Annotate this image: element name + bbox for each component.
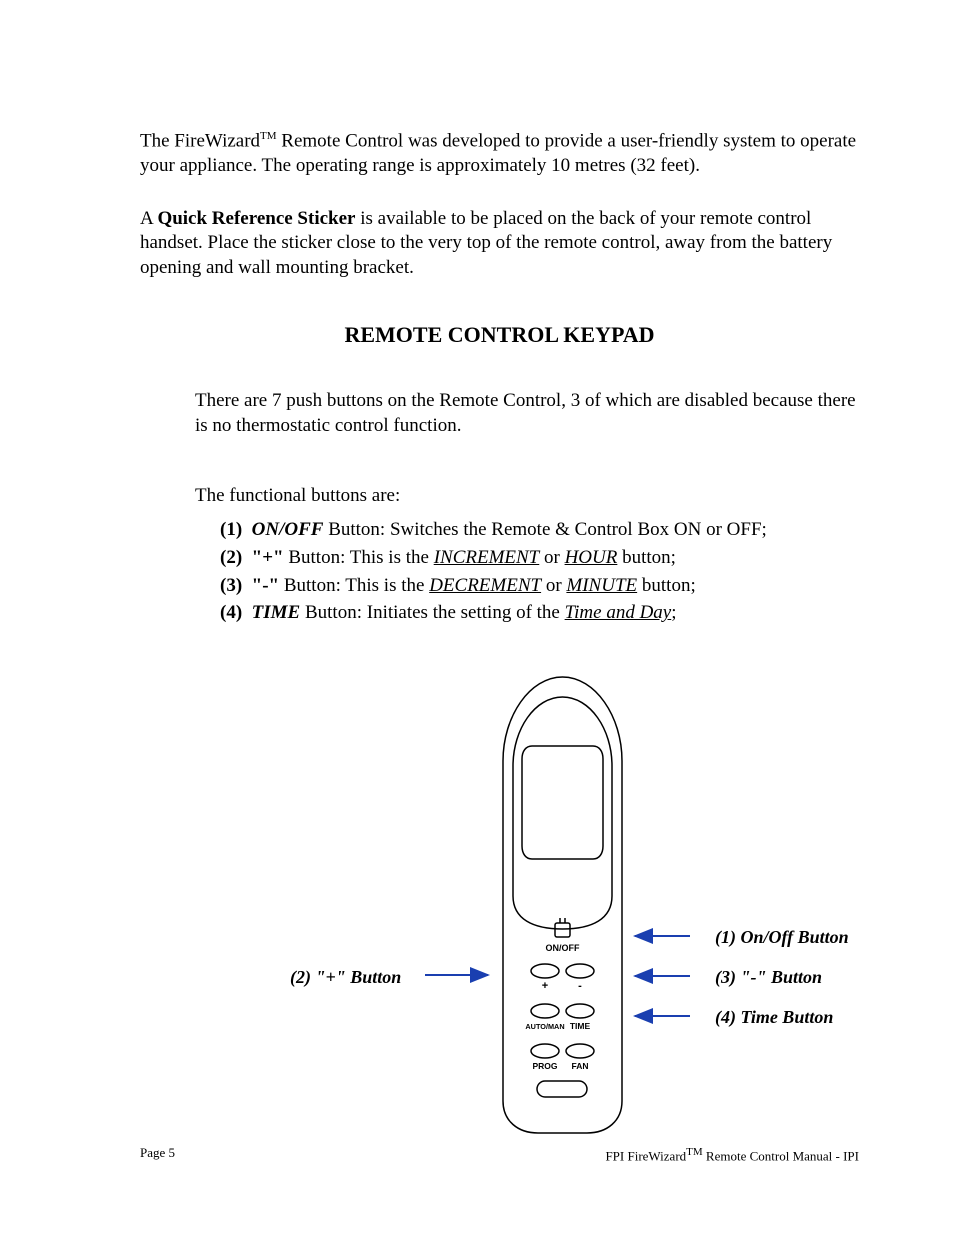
item-or: or <box>539 547 564 568</box>
quickref-bold: Quick Reference Sticker <box>157 208 355 229</box>
item-ul: INCREMENT <box>434 547 540 568</box>
list-item: (4) TIME Button: Initiates the setting o… <box>220 601 859 626</box>
label-time: TIME <box>570 1021 591 1031</box>
label-onoff: ON/OFF <box>546 943 580 953</box>
item-tail: button; <box>637 575 696 596</box>
section-title: REMOTE CONTROL KEYPAD <box>140 321 859 350</box>
label-minus: - <box>578 980 582 992</box>
callout-minus: (3) "-" Button <box>715 966 822 989</box>
quickref-lead: A <box>140 208 157 229</box>
manual-page: The FireWizardTM Remote Control was deve… <box>0 0 954 1235</box>
item-text: Button: Initiates the setting of the <box>300 602 564 623</box>
remote-diagram: ON/OFF + - AUTO/MAN TIME PROG FAN <box>195 671 859 1151</box>
label-fan: FAN <box>572 1061 589 1071</box>
item-text: Button: This is the <box>284 547 434 568</box>
item-name: TIME <box>252 602 301 623</box>
list-item: (3) "-" Button: This is the DECREMENT or… <box>220 574 859 599</box>
keypad-intro: There are 7 push buttons on the Remote C… <box>195 389 859 438</box>
keypad-section: There are 7 push buttons on the Remote C… <box>195 389 859 1151</box>
item-num: (4) <box>220 602 242 623</box>
quickref-paragraph: A Quick Reference Sticker is available t… <box>140 207 859 281</box>
item-ul: HOUR <box>565 547 618 568</box>
item-name: "+" <box>252 547 284 568</box>
remote-svg: ON/OFF + - AUTO/MAN TIME PROG FAN <box>495 671 630 1141</box>
item-text: Button: This is the <box>279 575 429 596</box>
button-list: (1) ON/OFF Button: Switches the Remote &… <box>220 518 859 626</box>
list-item: (1) ON/OFF Button: Switches the Remote &… <box>220 518 859 543</box>
item-name: "-" <box>252 575 279 596</box>
callout-onoff: (1) On/Off Button <box>715 926 849 949</box>
footer-right: FPI FireWizardTM Remote Control Manual -… <box>605 1145 859 1165</box>
item-num: (1) <box>220 519 242 540</box>
page-footer: Page 5 FPI FireWizardTM Remote Control M… <box>140 1145 859 1165</box>
functional-intro: The functional buttons are: <box>195 484 859 509</box>
callout-plus: (2) "+" Button <box>290 966 401 989</box>
tm-mark: TM <box>260 130 277 142</box>
item-num: (2) <box>220 547 242 568</box>
item-tail: button; <box>617 547 676 568</box>
list-item: (2) "+" Button: This is the INCREMENT or… <box>220 546 859 571</box>
intro-prefix: The FireWizard <box>140 130 260 151</box>
intro-paragraph: The FireWizardTM Remote Control was deve… <box>140 129 859 179</box>
item-ul: MINUTE <box>566 575 637 596</box>
item-or: or <box>541 575 566 596</box>
item-ul: DECREMENT <box>429 575 541 596</box>
label-automan: AUTO/MAN <box>525 1022 564 1031</box>
item-ul: Time and Day <box>565 602 672 623</box>
label-plus: + <box>542 980 548 992</box>
callout-time: (4) Time Button <box>715 1006 833 1029</box>
arrow-left <box>420 963 495 993</box>
item-num: (3) <box>220 575 242 596</box>
item-tail: ; <box>671 602 676 623</box>
item-text: Button: Switches the Remote & Control Bo… <box>323 519 766 540</box>
arrows-right <box>630 921 700 1051</box>
item-name: ON/OFF <box>252 519 324 540</box>
label-prog: PROG <box>532 1061 557 1071</box>
footer-left: Page 5 <box>140 1145 175 1165</box>
